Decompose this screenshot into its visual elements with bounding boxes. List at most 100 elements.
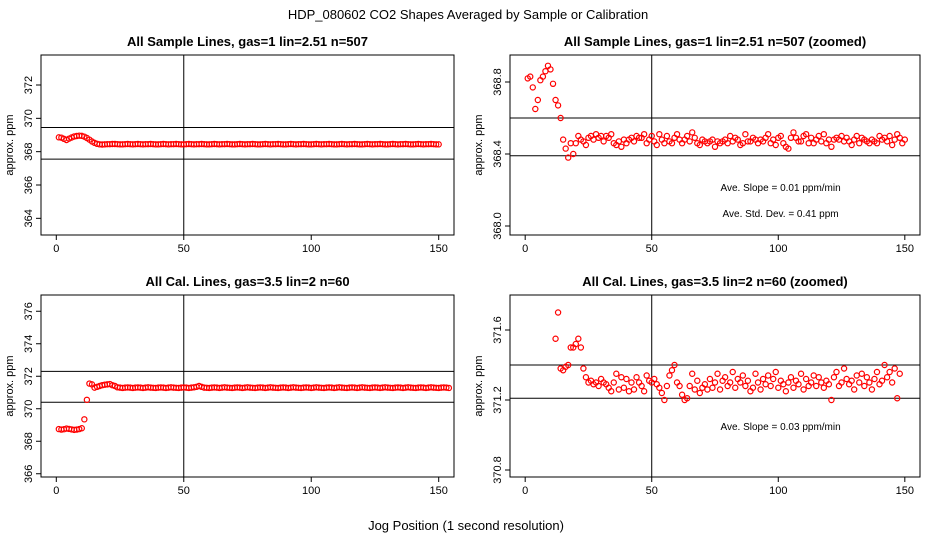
x-tick-label: 0 — [522, 243, 528, 255]
y-tick-label: 368.8 — [492, 68, 504, 96]
data-point — [549, 80, 557, 88]
chart-panel-2: All Sample Lines, gas=1 lin=2.51 n=507 (… — [473, 34, 921, 255]
plot-frame — [509, 294, 921, 478]
data-point — [671, 361, 678, 369]
annotation-label: Ave. Std. Dev. = 0.41 ppm — [723, 209, 839, 220]
data-point — [828, 396, 835, 404]
data-point — [668, 139, 676, 147]
y-tick-label: 372 — [23, 76, 35, 94]
data-point — [638, 382, 645, 390]
y-tick-label: 371.2 — [492, 386, 504, 414]
x-tick-label: 0 — [53, 243, 59, 255]
data-point — [726, 379, 734, 386]
data-point — [678, 391, 686, 398]
data-point — [666, 372, 673, 379]
data-point — [825, 381, 833, 388]
y-tick-label: 372 — [23, 367, 35, 385]
data-point — [744, 138, 752, 145]
data-point — [830, 374, 838, 381]
data-point — [689, 370, 696, 377]
y-tick-label: 374 — [23, 335, 35, 353]
data-point — [656, 384, 663, 391]
figure-title: HDP_080602 CO2 Shapes Averaged by Sample… — [288, 7, 648, 22]
x-tick-label: 0 — [53, 485, 59, 497]
data-point — [625, 388, 633, 395]
data-point — [714, 370, 721, 377]
data-series — [524, 62, 909, 161]
data-point — [881, 361, 888, 369]
data-point — [559, 136, 567, 143]
data-point — [694, 377, 701, 384]
data-point — [648, 132, 655, 140]
data-point — [608, 130, 615, 138]
data-point — [615, 386, 623, 393]
data-point — [757, 386, 764, 393]
data-point — [764, 372, 772, 379]
data-point — [595, 382, 602, 390]
y-tick-label: 366 — [23, 176, 35, 194]
data-point — [744, 377, 752, 384]
data-point — [810, 372, 817, 379]
data-point — [618, 143, 625, 150]
data-point — [557, 114, 564, 122]
data-series — [55, 132, 442, 148]
data-point — [565, 361, 572, 369]
data-point — [704, 386, 711, 393]
plot-frame — [40, 294, 455, 478]
data-point — [861, 382, 868, 390]
data-point — [686, 138, 693, 145]
y-tick-label: 376 — [23, 302, 35, 320]
data-point — [696, 141, 704, 149]
data-point — [820, 130, 828, 138]
data-point — [663, 382, 671, 390]
data-point — [828, 143, 835, 150]
data-point — [775, 384, 782, 391]
data-point — [673, 130, 681, 138]
data-point — [894, 395, 901, 402]
data-point — [820, 384, 828, 391]
data-point — [856, 379, 863, 386]
y-axis-label: approx. ppm — [473, 114, 485, 175]
data-point — [691, 134, 698, 141]
x-tick-label: 100 — [769, 485, 787, 497]
data-point — [739, 372, 747, 379]
data-point — [888, 379, 896, 386]
data-point — [770, 375, 777, 383]
data-point — [734, 136, 741, 143]
data-point — [83, 396, 91, 404]
data-point — [785, 379, 792, 386]
data-point — [683, 395, 691, 402]
data-point — [575, 335, 582, 342]
data-point — [683, 132, 691, 140]
data-point — [78, 425, 85, 432]
data-point — [618, 374, 625, 381]
data-point — [711, 143, 719, 150]
data-point — [785, 145, 792, 152]
data-point — [554, 309, 562, 316]
data-point — [532, 105, 539, 113]
plot-frame — [40, 54, 455, 236]
y-tick-label: 368 — [23, 432, 35, 450]
data-point — [853, 372, 860, 379]
data-point — [863, 374, 871, 381]
chart-panel-3: All Cal. Lines, gas=3.5 lin=2 n=60 0 50 100… — [4, 274, 455, 497]
data-point — [850, 386, 858, 393]
x-tick-label: 50 — [646, 485, 658, 497]
panels: All Sample Lines, gas=1 lin=2.51 n=507 0 5… — [4, 34, 921, 497]
data-point — [613, 370, 620, 377]
chart-panel-4: All Cal. Lines, gas=3.5 lin=2 n=60 (zoom… — [473, 274, 921, 497]
annotation-label: Ave. Slope = 0.01 ppm/min — [721, 183, 841, 194]
data-point — [709, 384, 716, 391]
data-point — [764, 130, 772, 138]
data-point — [878, 377, 886, 384]
data-point — [838, 379, 845, 386]
data-point — [562, 145, 569, 152]
data-point — [772, 141, 779, 149]
data-point — [620, 384, 628, 391]
data-point — [552, 335, 559, 342]
data-point — [807, 379, 815, 386]
data-point — [691, 386, 698, 393]
data-point — [534, 96, 542, 104]
chart-title: All Sample Lines, gas=1 lin=2.51 n=507 (… — [564, 34, 866, 49]
data-point — [582, 141, 590, 149]
